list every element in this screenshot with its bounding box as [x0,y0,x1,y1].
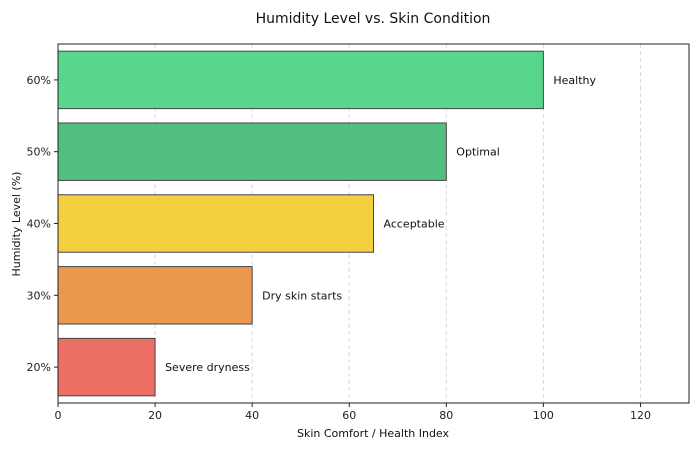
x-tick-label: 100 [533,409,554,422]
chart-title: Humidity Level vs. Skin Condition [256,11,491,27]
bars-layer [57,50,544,397]
y-tick-label: 30% [27,289,51,302]
bar-annotation: Dry skin starts [262,289,342,302]
bar [57,337,156,397]
x-tick-label: 60 [342,409,356,422]
x-tick-label: 40 [245,409,259,422]
bar-annotation: Optimal [456,146,500,159]
x-tick-label: 80 [439,409,453,422]
bar [57,194,374,253]
y-tick-label: 50% [27,146,51,159]
bar [57,122,447,181]
x-tick-label: 20 [148,409,162,422]
bar [57,266,253,325]
y-tick-label: 60% [27,74,51,87]
y-axis-label: Humidity Level (%) [10,172,23,277]
y-tick-label: 20% [27,361,51,374]
x-axis-label: Skin Comfort / Health Index [297,427,450,440]
x-tick-label: 0 [55,409,62,422]
axis-layer: 0 20 40 60 80 100 120 20% Severe dryness 30% Dry s… [27,74,651,422]
plot-frame [57,43,690,404]
x-tick-label: 120 [630,409,651,422]
bar [57,50,544,110]
y-tick-label: 40% [27,218,51,231]
bar-annotation: Acceptable [384,218,445,231]
bar-annotation: Severe dryness [165,361,250,374]
bar-annotation: Healthy [553,74,596,87]
